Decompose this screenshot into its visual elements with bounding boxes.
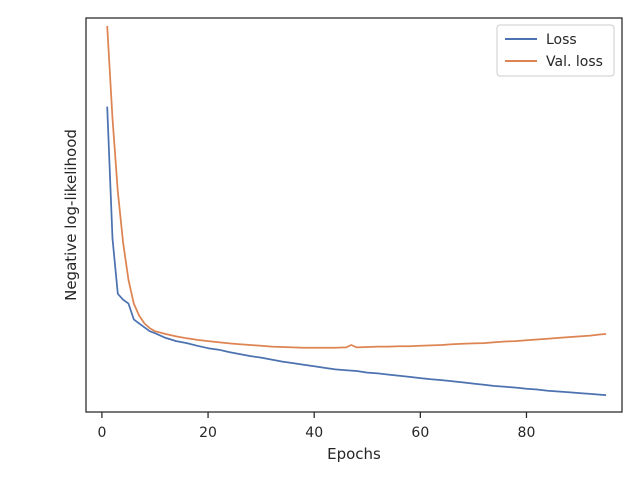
x-axis-label: Epochs <box>327 445 381 463</box>
legend-label-loss: Loss <box>546 32 577 48</box>
y-axis-label: Negative log-likelihood <box>62 129 80 301</box>
legend-box <box>496 24 615 77</box>
legend: Loss Val. loss <box>496 24 615 77</box>
plot-area <box>85 17 623 413</box>
series-line-val-loss <box>106 25 607 349</box>
x-tick-label: 0 <box>97 425 106 441</box>
series-lines <box>106 25 607 396</box>
x-tick-label: 60 <box>411 425 429 441</box>
x-tick-label: 20 <box>199 425 217 441</box>
x-axis-ticks: 0 20 40 60 80 <box>97 412 535 441</box>
x-tick-label: 80 <box>518 425 536 441</box>
series-line-loss <box>106 106 607 396</box>
legend-label-val-loss: Val. loss <box>546 54 603 70</box>
x-tick-label: 40 <box>305 425 323 441</box>
